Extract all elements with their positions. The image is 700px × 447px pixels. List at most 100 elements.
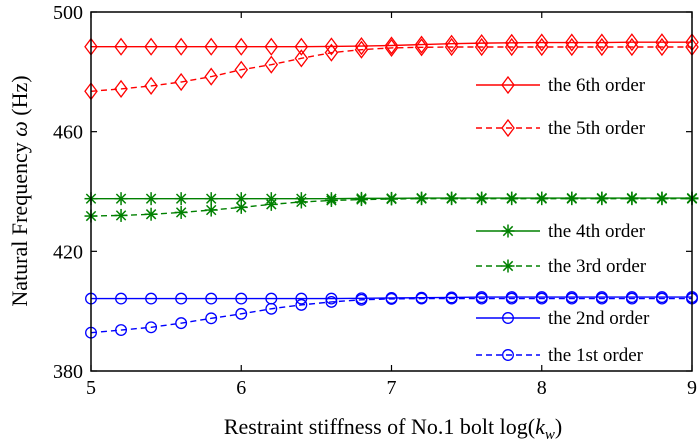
data-point [325,295,338,308]
data-point [115,324,128,336]
data-point [565,192,579,206]
y-tick-label: 460 [53,122,83,144]
x-axis-label: Restraint stiffness of No.1 bolt log(kw) [224,414,562,443]
data-point [595,33,609,52]
data-point [175,292,188,305]
data-point [174,192,188,206]
data-point [414,38,429,57]
x-tick-label: 6 [236,377,246,399]
data-point [204,37,219,56]
data-point [625,292,638,305]
data-point [294,37,309,56]
data-point [655,192,669,206]
data-point [234,37,249,56]
data-point [595,37,609,57]
data-point [204,67,219,86]
data-point [625,33,639,52]
data-point [445,192,459,206]
data-point [505,192,519,206]
data-point [174,205,188,219]
data-point [235,292,248,305]
data-point [595,292,608,305]
data-point [294,195,308,209]
data-point [414,35,429,54]
data-point [565,292,578,305]
data-point [656,292,668,305]
data-point [144,192,158,206]
legend-label: the 3rd order [548,256,647,277]
data-point [504,37,519,57]
data-point [145,321,158,334]
data-point [384,36,399,55]
data-point [144,76,158,95]
series-line [91,41,692,48]
data-point [415,192,429,206]
data-point [445,292,458,305]
data-point [385,292,398,305]
data-point [475,192,489,206]
legend-label: the 2nd order [548,308,650,329]
data-point [501,224,515,238]
x-tick-label: 8 [537,377,547,399]
data-point [415,292,428,305]
data-point [655,33,669,52]
data-point [114,192,128,206]
data-point [204,192,218,206]
data-point [264,37,279,56]
data-point [204,203,218,217]
legend: the 6th order the 5th order the 4th order t… [476,75,650,366]
series-line [91,296,692,300]
data-point [355,293,368,306]
data-point [475,292,488,305]
data-point [354,37,369,56]
data-point [502,312,514,324]
data-point [444,34,459,53]
data-point [564,37,579,57]
data-point [295,292,308,305]
data-point [114,79,128,98]
data-point [504,33,519,52]
data-point [595,192,609,206]
data-point [265,302,278,315]
data-point [625,37,639,57]
data-point [264,197,278,211]
data-point [444,37,459,57]
data-point [502,349,514,361]
data-point [384,38,399,57]
data-point [114,37,128,56]
data-point [505,292,518,305]
x-tick-label: 7 [387,377,397,399]
data-point [501,75,515,95]
data-point [325,292,338,305]
data-point [625,192,639,206]
data-point [174,72,188,92]
data-point [324,37,339,56]
data-point [535,192,549,206]
data-point [324,193,338,207]
series-line [90,46,692,92]
data-point [264,55,279,74]
y-tick-label: 380 [53,361,83,383]
data-point [144,37,158,56]
data-point [294,49,309,68]
data-point [501,118,515,138]
series-line [90,297,692,334]
data-point [564,33,579,52]
data-point [534,33,549,52]
data-point [354,193,368,207]
data-point [385,192,398,206]
data-point [234,60,249,79]
data-point [205,312,218,325]
data-point [295,298,308,311]
legend-label: the 6th order [548,75,646,96]
data-point [144,207,158,221]
x-tick-label: 9 [687,377,697,399]
data-point [534,37,549,57]
x-tick-label: 5 [86,377,96,399]
data-point [234,200,248,214]
data-point [205,292,218,305]
axis-ticks: 5 6 7 8 9 380 420 460 500 [53,2,697,399]
legend-label: the 1st order [548,345,644,366]
y-axis-label: Natural Frequency ω (Hz) [7,75,32,306]
